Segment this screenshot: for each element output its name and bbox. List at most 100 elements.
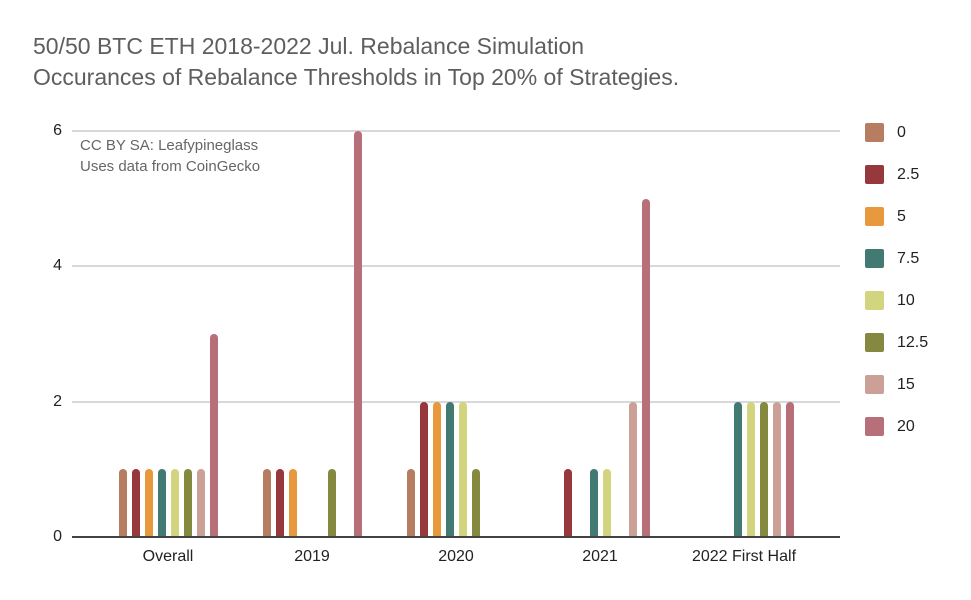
bar-slot-Overall-12.5 <box>181 131 194 537</box>
gridline-4 <box>72 265 840 268</box>
bar-slot-2021-7.5 <box>587 131 600 537</box>
bar-2021-2.5 <box>563 469 572 537</box>
bar-slot-2022 First Half-20 <box>783 131 796 537</box>
bar-2020-7.5 <box>445 401 454 537</box>
legend-item-15: 15 <box>865 375 928 394</box>
bar-groups <box>72 131 840 537</box>
bar-slot-2022 First Half-5 <box>718 131 731 537</box>
annotation: CC BY SA: Leafypineglass Uses data from … <box>80 135 260 177</box>
x-axis-label-2020: 2020 <box>438 548 474 565</box>
bar-slot-2020-12.5 <box>469 131 482 537</box>
bar-2022 First Half-7.5 <box>733 401 742 537</box>
bar-2019-20 <box>353 131 362 537</box>
bar-2021-7.5 <box>589 469 598 537</box>
legend-label-12.5: 12.5 <box>897 333 929 351</box>
bar-2020-5 <box>432 401 441 537</box>
legend-item-7.5: 7.5 <box>865 249 928 268</box>
annotation-line1: CC BY SA: Leafypineglass <box>80 137 259 154</box>
bar-slot-2019-12.5 <box>325 131 338 537</box>
bar-group-Overall <box>96 131 240 537</box>
x-axis-labels: Overall 2019 2020 2021 2022 First Half <box>72 548 840 566</box>
bar-Overall-5 <box>144 469 153 537</box>
bar-slot-2020-5 <box>430 131 443 537</box>
gridline-2 <box>72 400 840 403</box>
bar-slot-2019-0 <box>260 131 273 537</box>
bar-group-2020 <box>384 131 528 537</box>
plot-area: CC BY SA: Leafypineglass Uses data from … <box>72 130 840 538</box>
bar-2019-5 <box>288 469 297 537</box>
bar-2019-12.5 <box>327 469 336 537</box>
bar-slot-Overall-20 <box>207 131 220 537</box>
bar-slot-2020-10 <box>456 131 469 537</box>
bar-slot-2022 First Half-7.5 <box>731 131 744 537</box>
legend-label-7.5: 7.5 <box>897 249 920 267</box>
legend-item-10: 10 <box>865 291 928 310</box>
x-axis-label-2021: 2021 <box>582 548 618 565</box>
bar-Overall-15 <box>196 469 205 537</box>
bar-slot-Overall-7.5 <box>155 131 168 537</box>
bar-2020-12.5 <box>471 469 480 537</box>
legend-item-5: 5 <box>865 207 928 226</box>
bar-2019-0 <box>262 469 271 537</box>
legend-swatch-5 <box>865 207 884 226</box>
bar-2022 First Half-10 <box>746 401 755 537</box>
legend-label-2.5: 2.5 <box>897 165 920 183</box>
bar-2021-15 <box>628 401 637 537</box>
bar-slot-Overall-2.5 <box>129 131 142 537</box>
bar-2022 First Half-15 <box>772 401 781 537</box>
bar-slot-Overall-5 <box>142 131 155 537</box>
legend-swatch-20 <box>865 417 884 436</box>
x-axis-label-2019: 2019 <box>294 548 330 565</box>
bar-slot-2021-5 <box>574 131 587 537</box>
legend-item-12.5: 12.5 <box>865 333 928 352</box>
legend-label-15: 15 <box>897 375 915 393</box>
bar-2020-0 <box>406 469 415 537</box>
bar-slot-2021-12.5 <box>613 131 626 537</box>
legend-label-10: 10 <box>897 291 915 309</box>
bar-Overall-2.5 <box>131 469 140 537</box>
bar-slot-2022 First Half-0 <box>692 131 705 537</box>
bar-Overall-20 <box>209 334 218 537</box>
bar-2021-10 <box>602 469 611 537</box>
bar-slot-2021-2.5 <box>561 131 574 537</box>
bar-slot-2022 First Half-10 <box>744 131 757 537</box>
bar-slot-2022 First Half-15 <box>770 131 783 537</box>
bar-slot-2019-10 <box>312 131 325 537</box>
bar-2022 First Half-12.5 <box>759 401 768 537</box>
y-axis-label-0: 0 <box>53 528 62 545</box>
bar-2019-2.5 <box>275 469 284 537</box>
bar-slot-2022 First Half-2.5 <box>705 131 718 537</box>
legend-swatch-7.5 <box>865 249 884 268</box>
bar-slot-2020-7.5 <box>443 131 456 537</box>
bar-slot-2022 First Half-12.5 <box>757 131 770 537</box>
legend-label-0: 0 <box>897 123 906 141</box>
bar-Overall-10 <box>170 469 179 537</box>
bar-2020-10 <box>458 401 467 537</box>
bar-group-2021 <box>528 131 672 537</box>
legend-swatch-12.5 <box>865 333 884 352</box>
legend-item-0: 0 <box>865 123 928 142</box>
bar-slot-Overall-0 <box>116 131 129 537</box>
bar-group-2019 <box>240 131 384 537</box>
bar-slot-Overall-10 <box>168 131 181 537</box>
x-axis-label-2022 First Half: 2022 First Half <box>691 548 797 565</box>
legend-item-20: 20 <box>865 417 928 436</box>
gridline-6 <box>72 130 840 132</box>
x-axis-line <box>72 536 840 538</box>
bar-slot-2021-10 <box>600 131 613 537</box>
legend-swatch-10 <box>865 291 884 310</box>
bar-slot-2019-5 <box>286 131 299 537</box>
chart-title-line2: Occurances of Rebalance Thresholds in To… <box>33 64 680 90</box>
bar-2022 First Half-20 <box>785 401 794 537</box>
bar-slot-2021-20 <box>639 131 652 537</box>
bar-Overall-0 <box>118 469 127 537</box>
bar-slot-2019-15 <box>338 131 351 537</box>
annotation-line2: Uses data from CoinGecko <box>80 158 261 175</box>
bar-group-2022 First Half <box>672 131 816 537</box>
bar-slot-2020-15 <box>482 131 495 537</box>
y-axis-label-2: 2 <box>53 392 62 410</box>
y-axis-label-6: 6 <box>53 122 62 139</box>
legend: 0 2.5 5 7.5 10 12.5 15 20 <box>865 123 928 459</box>
bar-slot-2021-0 <box>548 131 561 537</box>
